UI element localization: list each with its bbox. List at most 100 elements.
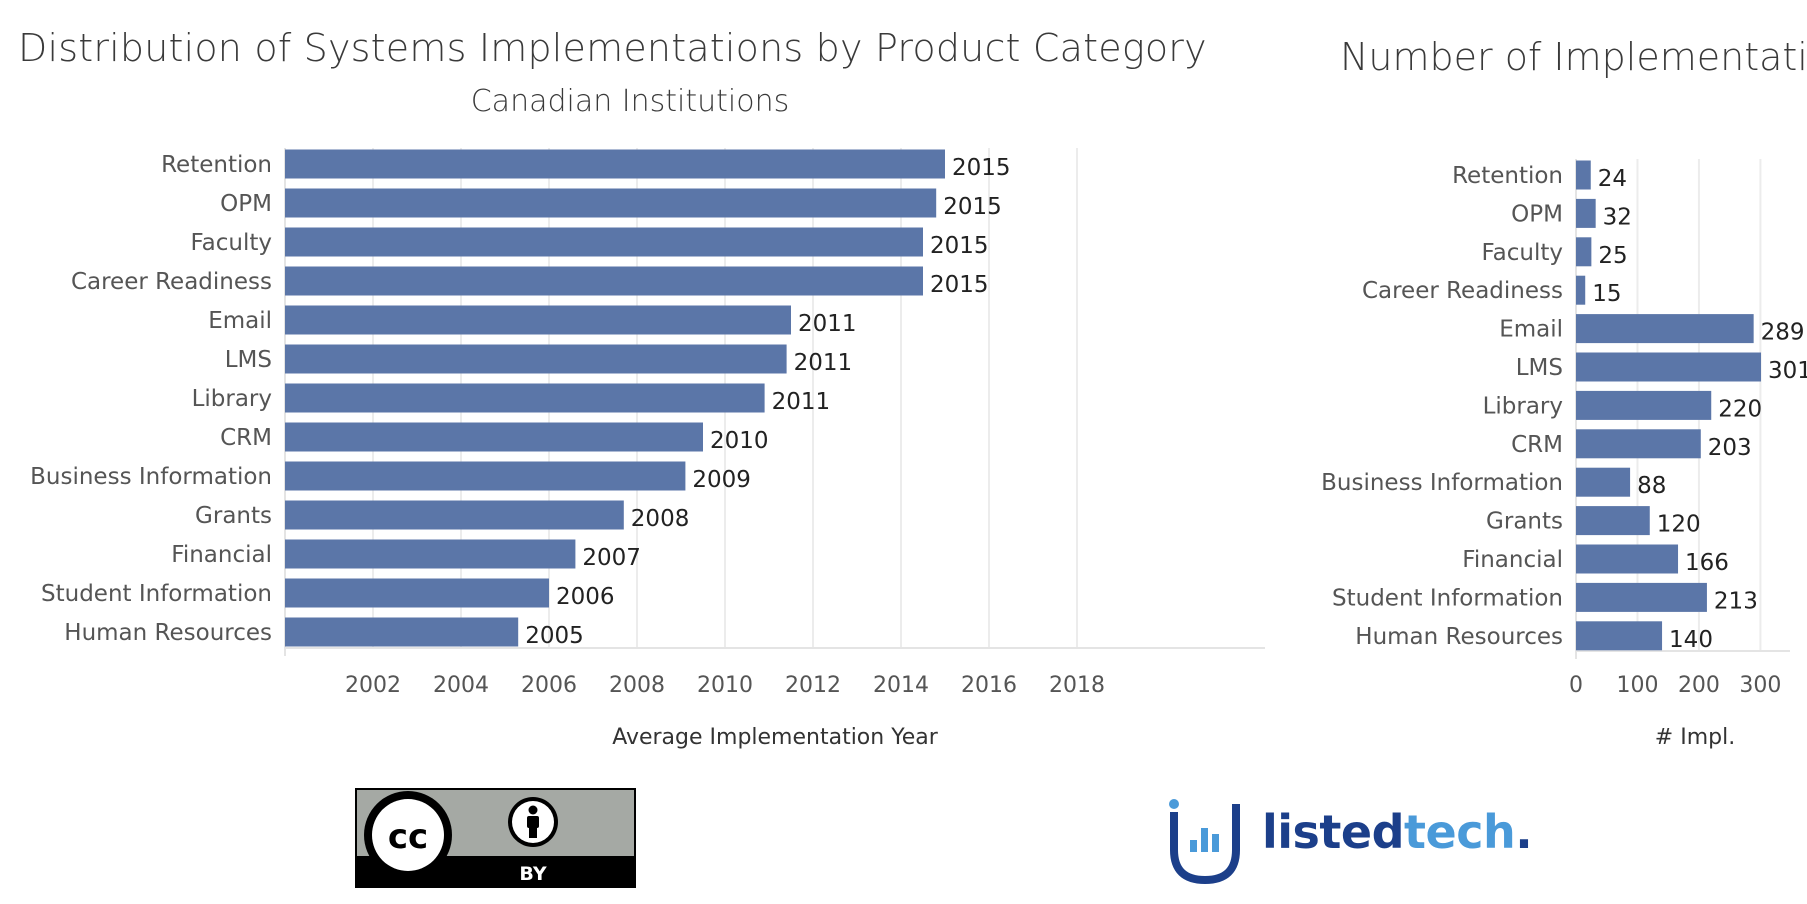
main-tick-label: 2008 <box>609 673 665 698</box>
side-value-label: 120 <box>1657 512 1701 538</box>
side-tick-label: 0 <box>1569 673 1583 698</box>
main-category-label: Retention <box>161 152 272 178</box>
main-bar-opm <box>285 188 937 218</box>
side-bar-lms <box>1576 352 1762 382</box>
side-value-label: 140 <box>1669 627 1713 653</box>
side-bar-library <box>1576 390 1712 420</box>
main-category-label: Library <box>192 386 272 412</box>
side-bar-crm <box>1576 429 1701 459</box>
side-value-label: 213 <box>1714 588 1758 614</box>
side-value-label: 88 <box>1637 473 1666 499</box>
main-bar-faculty <box>285 227 923 257</box>
side-bar-faculty <box>1576 237 1592 267</box>
main-value-label: 2011 <box>772 389 831 415</box>
chart-title: Distribution of Systems Implementations … <box>18 26 1207 70</box>
side-bar-email <box>1576 314 1754 344</box>
main-bar-lms <box>285 344 787 374</box>
side-category-label: Library <box>1483 393 1563 419</box>
main-tick-label: 2012 <box>785 673 841 698</box>
side-category-label: Retention <box>1452 163 1563 189</box>
main-bar-retention <box>285 149 945 179</box>
side-bar-financial <box>1576 544 1679 574</box>
side-value-label: 203 <box>1708 435 1752 461</box>
main-category-label: LMS <box>225 347 272 373</box>
main-bar-grants <box>285 500 624 530</box>
side-category-label: Student Information <box>1332 585 1563 611</box>
side-bar-opm <box>1576 198 1596 228</box>
main-value-label: 2008 <box>631 506 690 532</box>
main-tick-label: 2004 <box>433 673 489 698</box>
main-category-label: Grants <box>195 503 272 529</box>
side-category-label: LMS <box>1516 355 1563 381</box>
main-value-label: 2007 <box>582 545 641 571</box>
main-category-label: CRM <box>220 425 272 451</box>
main-value-label: 2010 <box>710 428 769 454</box>
side-value-label: 15 <box>1592 281 1621 307</box>
main-bar-email <box>285 305 791 335</box>
main-tick-label: 2002 <box>345 673 401 698</box>
side-value-label: 24 <box>1598 166 1627 192</box>
main-category-label: Financial <box>171 542 272 568</box>
side-x-axis-title: # Impl. <box>1655 725 1735 750</box>
side-bar-career-readiness <box>1576 275 1586 305</box>
chart-subtitle: Canadian Institutions <box>470 84 790 119</box>
side-chart-title: Number of Implementations <box>1340 35 1807 79</box>
main-value-label: 2015 <box>930 272 989 298</box>
side-category-label: Grants <box>1486 509 1563 535</box>
side-tick-label: 200 <box>1678 673 1720 698</box>
side-value-label: 301 <box>1768 358 1807 384</box>
main-value-label: 2011 <box>798 311 857 337</box>
side-tick-label: 300 <box>1739 673 1781 698</box>
main-bar-financial <box>285 539 576 569</box>
side-category-label: Career Readiness <box>1362 278 1563 304</box>
main-tick-label: 2006 <box>521 673 577 698</box>
side-bar-human-resources <box>1576 621 1663 651</box>
side-value-label: 25 <box>1598 243 1627 269</box>
main-value-label: 2011 <box>794 350 853 376</box>
main-category-label: OPM <box>220 191 272 217</box>
main-value-label: 2015 <box>930 233 989 259</box>
side-bar-grants <box>1576 506 1650 536</box>
main-bar-human-resources <box>285 617 519 647</box>
side-category-label: OPM <box>1511 201 1563 227</box>
main-category-label: Career Readiness <box>71 269 272 295</box>
main-value-label: 2015 <box>943 194 1002 220</box>
main-category-label: Student Information <box>41 581 272 607</box>
side-category-label: Human Resources <box>1355 624 1563 650</box>
side-category-label: Business Information <box>1321 470 1563 496</box>
side-bar-retention <box>1576 160 1591 190</box>
side-bar-business-information <box>1576 467 1631 497</box>
main-tick-label: 2018 <box>1049 673 1105 698</box>
main-value-label: 2006 <box>556 584 615 610</box>
side-bar-student-information <box>1576 582 1707 612</box>
main-value-label: 2005 <box>525 623 584 649</box>
main-value-label: 2015 <box>952 155 1011 181</box>
side-value-label: 220 <box>1718 396 1762 422</box>
side-value-label: 289 <box>1761 320 1805 346</box>
main-category-label: Human Resources <box>64 620 272 646</box>
main-tick-label: 2014 <box>873 673 929 698</box>
main-category-label: Faculty <box>191 230 272 256</box>
main-bar-crm <box>285 422 703 452</box>
main-tick-label: 2010 <box>697 673 753 698</box>
brand-suffix: . <box>1515 805 1533 859</box>
main-bar-career-readiness <box>285 266 923 296</box>
main-tick-label: 2016 <box>961 673 1017 698</box>
side-tick-label: 100 <box>1616 673 1658 698</box>
brand-part1: listed <box>1262 805 1405 859</box>
listedtech-logo: listedtech. <box>1262 805 1533 859</box>
side-value-label: 166 <box>1685 550 1729 576</box>
main-bar-student-information <box>285 578 549 608</box>
main-category-label: Business Information <box>30 464 272 490</box>
side-category-label: Financial <box>1462 547 1563 573</box>
main-bar-library <box>285 383 765 413</box>
main-x-axis-title: Average Implementation Year <box>612 725 939 750</box>
side-category-label: Email <box>1499 317 1563 343</box>
main-bar-business-information <box>285 461 686 491</box>
side-category-label: Faculty <box>1482 240 1563 266</box>
main-value-label: 2009 <box>692 467 751 493</box>
brand-part2: tech <box>1404 805 1516 859</box>
side-value-label: 32 <box>1603 204 1632 230</box>
side-category-label: CRM <box>1511 432 1563 458</box>
